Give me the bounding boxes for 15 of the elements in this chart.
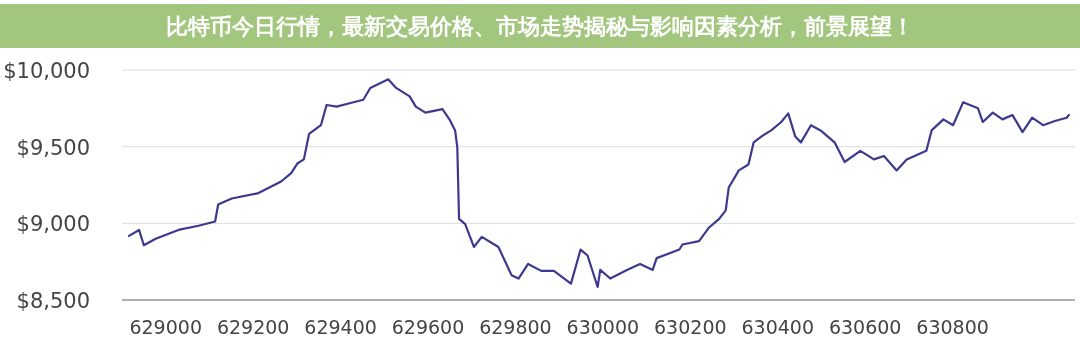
x-tick-label: 629600 bbox=[391, 316, 465, 338]
x-tick-label: 630000 bbox=[566, 316, 640, 338]
x-tick-label: 630400 bbox=[741, 316, 814, 338]
y-tick-label: $8,500 bbox=[16, 289, 90, 313]
x-tick-label: 629200 bbox=[216, 316, 290, 338]
y-tick-label: $9,000 bbox=[16, 212, 90, 237]
x-tick-label: 630200 bbox=[654, 316, 727, 338]
y-tick-label: $10,000 bbox=[3, 59, 90, 83]
x-tick-label: 630800 bbox=[916, 316, 989, 338]
x-tick-label: 629400 bbox=[304, 316, 377, 338]
y-tick-label: $9,500 bbox=[16, 135, 90, 160]
chart-title: 比特币今日行情，最新交易价格、市场走势揭秘与影响因素分析，前景展望！ bbox=[166, 14, 914, 39]
x-tick-label: 629000 bbox=[129, 316, 202, 338]
x-tick-label: 630600 bbox=[828, 316, 902, 338]
x-tick-label: 629800 bbox=[479, 316, 552, 338]
